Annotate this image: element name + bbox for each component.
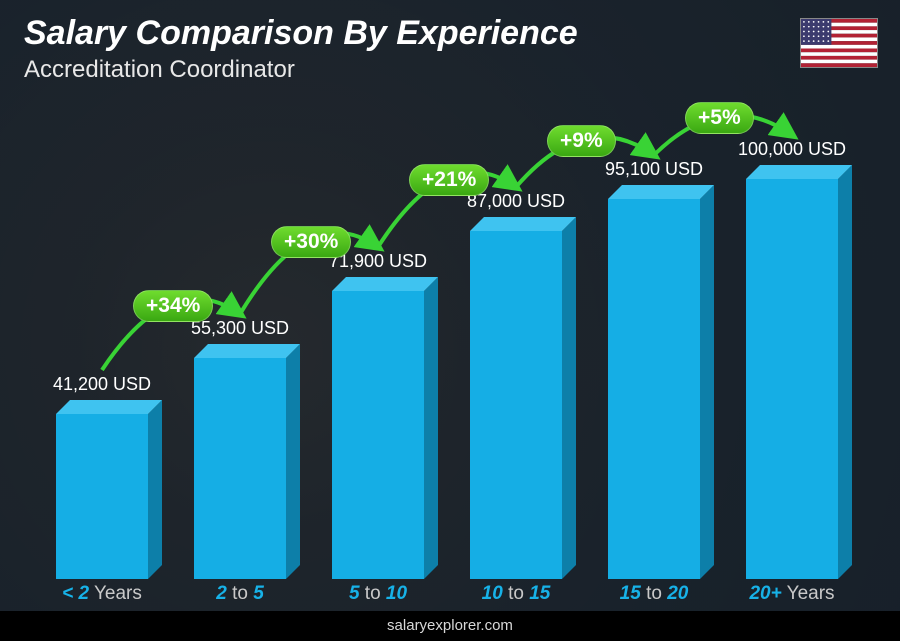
cat-post: 5 [253, 583, 264, 604]
bar [608, 199, 700, 579]
cat-pre: 10 [482, 583, 503, 604]
footer-source: salaryexplorer.com [0, 611, 900, 641]
bar-side [562, 217, 576, 579]
bar-top [194, 344, 300, 358]
bar-front [56, 414, 148, 579]
bar-side [838, 165, 852, 579]
cat-post: 20 [667, 583, 688, 604]
bar-value-label: 100,000 USD [712, 139, 872, 160]
bar-top [332, 277, 438, 291]
cat-pre: 5 [349, 583, 360, 604]
bar-side [286, 344, 300, 579]
bar-chart: 41,200 USD< 2 Years55,300 USD2 to 571,90… [0, 0, 900, 611]
bar-front [608, 199, 700, 579]
bar-side [700, 185, 714, 579]
bar [470, 231, 562, 579]
bar-category-label: 5 to 10 [313, 583, 443, 605]
growth-pct-badge: +34% [133, 290, 213, 322]
growth-pct-badge: +9% [547, 125, 616, 157]
bar-side [148, 400, 162, 579]
bar-category-label: < 2 Years [37, 583, 167, 605]
bar-top [56, 400, 162, 414]
cat-dim: to [227, 583, 253, 604]
bar-side [424, 277, 438, 579]
growth-pct-badge: +5% [685, 102, 754, 134]
cat-post: 15 [529, 583, 550, 604]
bar-category-label: 15 to 20 [589, 583, 719, 605]
cat-pre: < 2 [62, 583, 89, 604]
cat-dim: to [360, 583, 386, 604]
growth-pct-badge: +21% [409, 164, 489, 196]
growth-pct-badge: +30% [271, 226, 351, 258]
bar-top [470, 217, 576, 231]
cat-dim: to [641, 583, 667, 604]
bar-front [332, 291, 424, 579]
bar-top [746, 165, 852, 179]
bar-category-label: 10 to 15 [451, 583, 581, 605]
cat-pre: 15 [620, 583, 641, 604]
bar-category-label: 2 to 5 [175, 583, 305, 605]
bar [746, 179, 838, 579]
cat-post: 10 [386, 583, 407, 604]
cat-dim: to [503, 583, 529, 604]
bar-category-label: 20+ Years [727, 583, 857, 605]
bar-front [194, 358, 286, 579]
bar-front [470, 231, 562, 579]
bar-top [608, 185, 714, 199]
bar [194, 358, 286, 579]
cat-dim: Years [782, 583, 835, 604]
cat-pre: 20+ [749, 583, 781, 604]
infographic-stage: Salary Comparison By Experience Accredit… [0, 0, 900, 641]
bar-value-label: 95,100 USD [574, 159, 734, 180]
bar [56, 414, 148, 579]
cat-dim: Years [89, 583, 142, 604]
bar [332, 291, 424, 579]
bar-value-label: 41,200 USD [22, 374, 182, 395]
bar-front [746, 179, 838, 579]
cat-pre: 2 [216, 583, 227, 604]
